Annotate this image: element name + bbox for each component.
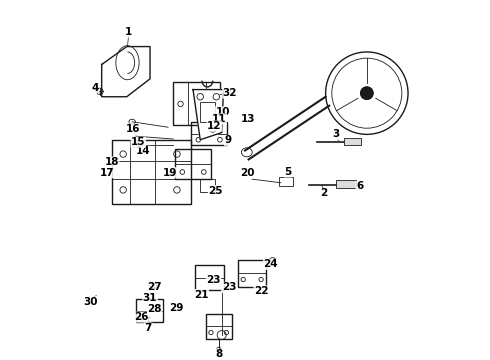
- Polygon shape: [101, 46, 150, 97]
- Text: 27: 27: [147, 282, 162, 292]
- Text: 15: 15: [131, 137, 146, 147]
- Bar: [336, 180, 356, 188]
- Circle shape: [361, 87, 373, 99]
- Bar: [175, 149, 211, 179]
- Bar: [195, 265, 223, 290]
- Bar: [136, 299, 163, 323]
- Bar: [206, 314, 232, 339]
- Text: 19: 19: [163, 168, 177, 178]
- Text: 21: 21: [194, 289, 209, 300]
- Text: 32: 32: [222, 88, 237, 98]
- Bar: [200, 179, 215, 192]
- Text: 23: 23: [206, 275, 220, 285]
- Text: 11: 11: [212, 114, 226, 124]
- Bar: [112, 140, 191, 204]
- Text: 26: 26: [134, 312, 148, 322]
- Text: 18: 18: [104, 157, 119, 167]
- Text: 3: 3: [333, 129, 340, 139]
- Text: 28: 28: [147, 304, 162, 314]
- Text: 5: 5: [284, 167, 292, 177]
- Text: 10: 10: [216, 107, 230, 117]
- Text: 6: 6: [356, 181, 363, 191]
- Text: 17: 17: [100, 168, 114, 178]
- Polygon shape: [193, 90, 223, 140]
- Text: 2: 2: [320, 189, 327, 198]
- Text: 12: 12: [207, 121, 222, 131]
- Bar: [200, 102, 215, 122]
- Text: 4: 4: [92, 83, 99, 93]
- Text: 8: 8: [215, 349, 222, 359]
- Text: 25: 25: [208, 186, 223, 195]
- Text: 9: 9: [224, 135, 232, 145]
- Text: 30: 30: [83, 297, 98, 307]
- Text: 14: 14: [136, 146, 150, 156]
- Text: 29: 29: [169, 303, 183, 313]
- Bar: [279, 177, 294, 186]
- Bar: [343, 138, 362, 145]
- Text: 13: 13: [241, 114, 255, 124]
- Text: 7: 7: [145, 323, 152, 333]
- Text: 20: 20: [241, 168, 255, 178]
- Text: 31: 31: [143, 293, 157, 303]
- Bar: [238, 260, 267, 287]
- Text: 23: 23: [221, 282, 236, 292]
- Text: 1: 1: [125, 27, 132, 37]
- Text: 16: 16: [126, 124, 141, 134]
- Text: 24: 24: [264, 260, 278, 269]
- Bar: [191, 122, 227, 145]
- Text: 22: 22: [254, 286, 269, 296]
- Bar: [173, 82, 220, 125]
